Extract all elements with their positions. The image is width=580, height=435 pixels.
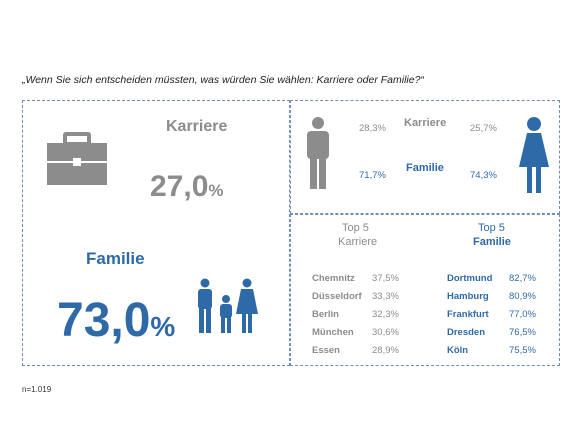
female-familie-value: 74,3%	[470, 170, 497, 181]
familie-label: Familie	[86, 249, 145, 268]
familie-city-4: Dresden	[447, 327, 486, 338]
karriere-city-2: Düsseldorf	[312, 291, 362, 302]
briefcase-icon	[47, 132, 107, 185]
karriere-value-1: 37,5%	[372, 273, 399, 284]
top5-familie-title-line1: Top 5	[478, 222, 505, 234]
sample-size-footnote: n=1.019	[22, 385, 52, 394]
karriere-value-2: 33,3%	[372, 291, 399, 302]
cities-panel-frame	[290, 214, 560, 366]
male-karriere-value: 28,3%	[359, 123, 386, 134]
top5-karriere-title-line1: Top 5	[342, 222, 369, 234]
karriere-label: Karriere	[166, 118, 228, 135]
karriere-value-4: 30,6%	[372, 327, 399, 338]
familie-value-3: 77,0%	[509, 309, 536, 320]
familie-percent-number: 73,0	[57, 294, 151, 347]
karriere-city-5: Essen	[312, 345, 340, 356]
familie-percent-unit: %	[150, 311, 176, 342]
family-icon	[198, 278, 258, 333]
survey-question: „Wenn Sie sich entscheiden müssten, was …	[22, 74, 424, 86]
karriere-value-3: 32,3%	[372, 309, 399, 320]
familie-value: 73,0%	[57, 293, 175, 348]
top5-karriere-title-line2: Karriere	[338, 236, 378, 248]
female-karriere-value: 25,7%	[470, 123, 497, 134]
left-panel-frame	[22, 100, 290, 366]
familie-value-1: 82,7%	[509, 273, 536, 284]
karriere-percent-unit: %	[208, 181, 224, 200]
gender-familie-label: Familie	[406, 162, 444, 174]
karriere-value: 27,0%	[150, 170, 224, 204]
top5-familie-title-line2: Familie	[473, 236, 511, 248]
familie-city-2: Hamburg	[447, 291, 489, 302]
male-familie-value: 71,7%	[359, 170, 386, 181]
karriere-percent-number: 27,0	[150, 170, 209, 203]
gender-panel-frame	[290, 100, 560, 214]
gender-karriere-label: Karriere	[404, 117, 447, 129]
man-icon	[307, 117, 329, 189]
karriere-value-5: 28,9%	[372, 345, 399, 356]
familie-value-4: 76,5%	[509, 327, 536, 338]
familie-value-2: 80,9%	[509, 291, 536, 302]
familie-city-3: Frankfurt	[447, 309, 489, 320]
familie-value-5: 75,5%	[509, 345, 536, 356]
karriere-city-1: Chemnitz	[312, 273, 355, 284]
karriere-city-3: Berlin	[312, 309, 339, 320]
familie-city-5: Köln	[447, 345, 469, 356]
woman-icon	[519, 117, 549, 193]
familie-city-1: Dortmund	[447, 273, 493, 284]
karriere-city-4: München	[312, 327, 354, 338]
